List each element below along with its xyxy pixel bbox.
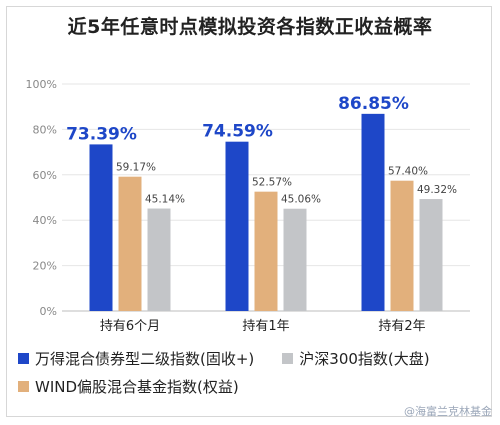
x-tick-label: 持有2年 <box>378 319 425 334</box>
bar <box>147 208 171 311</box>
legend-label-csi300: 沪深300指数(大盘) <box>299 349 430 368</box>
bar <box>225 141 249 311</box>
data-label: 45.06% <box>281 194 321 206</box>
bar <box>390 180 414 311</box>
legend-swatch-equity <box>18 380 29 392</box>
legend-label-equity: WIND偏股混合基金指数(权益) <box>35 377 239 396</box>
chart-title: 近5年任意时点模拟投资各指数正收益概率 <box>67 16 433 38</box>
data-label: 49.32% <box>417 184 457 196</box>
y-tick-label: 80% <box>33 123 57 136</box>
data-label: 86.85% <box>338 94 409 114</box>
legend-item-bond: 万得混合债券型二级指数(固收+) <box>18 348 254 369</box>
watermark: @海富兰克林基金 <box>404 405 492 418</box>
bar <box>254 191 278 311</box>
legend-item-equity: WIND偏股混合基金指数(权益) <box>18 376 239 397</box>
data-label: 57.40% <box>388 166 428 178</box>
y-tick-label: 100% <box>26 78 57 91</box>
data-label: 59.17% <box>116 162 156 174</box>
data-label: 73.39% <box>66 124 137 144</box>
y-tick-label: 40% <box>33 214 57 227</box>
legend-label-bond: 万得混合债券型二级指数(固收+) <box>35 349 255 368</box>
legend: 万得混合债券型二级指数(固收+) 沪深300指数(大盘) WIND偏股混合基金指… <box>18 344 488 400</box>
bar <box>283 208 307 311</box>
bar <box>118 176 142 311</box>
y-tick-label: 0% <box>40 305 57 318</box>
legend-item-csi300: 沪深300指数(大盘) <box>282 348 430 369</box>
bar <box>361 113 385 312</box>
data-label: 74.59% <box>202 122 273 142</box>
x-tick-label: 持有1年 <box>242 319 289 334</box>
bar <box>419 199 443 311</box>
legend-swatch-csi300 <box>282 352 294 364</box>
y-tick-label: 20% <box>33 260 57 273</box>
legend-swatch-bond <box>18 352 29 364</box>
data-label: 52.57% <box>252 177 292 189</box>
data-label: 45.14% <box>145 194 185 206</box>
y-tick-label: 60% <box>33 169 57 182</box>
x-tick-label: 持有6个月 <box>100 319 160 334</box>
bar <box>89 144 113 311</box>
